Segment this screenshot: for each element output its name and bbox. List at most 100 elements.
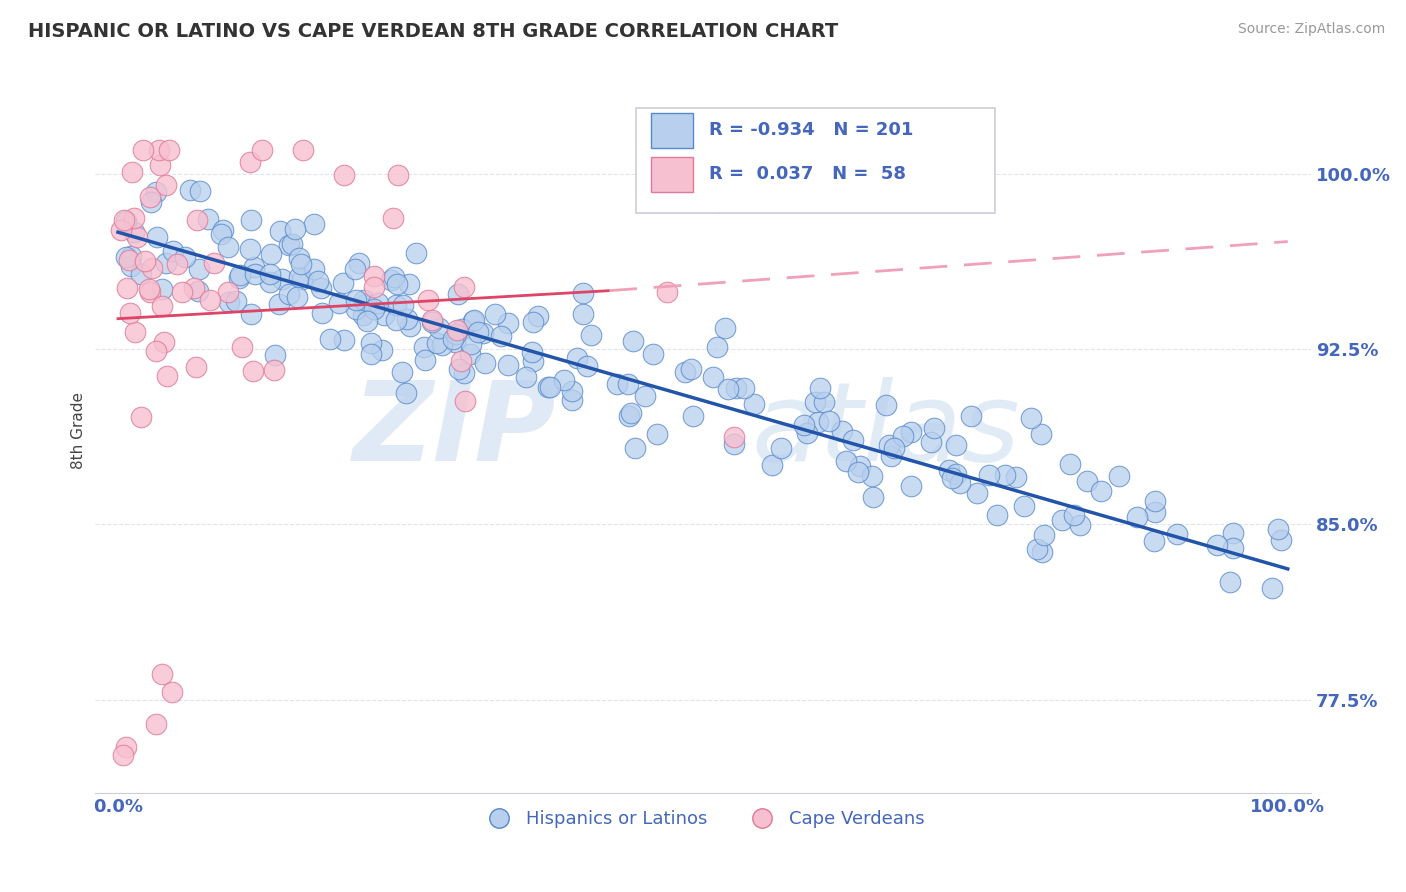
Point bbox=[702, 369, 724, 384]
Point bbox=[259, 267, 281, 281]
Point bbox=[110, 223, 132, 237]
Point bbox=[471, 326, 494, 340]
Point bbox=[217, 285, 239, 300]
Point bbox=[347, 256, 370, 270]
Point bbox=[398, 277, 420, 292]
Point bbox=[333, 168, 356, 182]
Point bbox=[239, 242, 262, 256]
Point bbox=[1143, 534, 1166, 549]
Point bbox=[292, 144, 315, 158]
Point bbox=[188, 262, 211, 277]
Point bbox=[877, 437, 900, 451]
Point bbox=[153, 334, 176, 349]
Point bbox=[565, 351, 588, 365]
Point bbox=[291, 271, 314, 285]
Point bbox=[162, 244, 184, 259]
Point bbox=[148, 144, 170, 158]
Point bbox=[453, 280, 475, 294]
Point bbox=[395, 386, 418, 401]
Point bbox=[724, 381, 747, 395]
Point bbox=[160, 685, 183, 699]
Point bbox=[804, 395, 827, 409]
Point bbox=[125, 230, 148, 244]
Point bbox=[733, 381, 755, 395]
Point bbox=[183, 281, 205, 295]
Point bbox=[259, 275, 281, 289]
Point bbox=[319, 332, 342, 346]
Point bbox=[166, 257, 188, 271]
Point bbox=[444, 335, 467, 350]
Point bbox=[373, 308, 395, 322]
Point bbox=[606, 377, 628, 392]
Point bbox=[458, 347, 481, 361]
Point bbox=[218, 294, 240, 309]
Point bbox=[280, 237, 302, 252]
Point bbox=[115, 281, 138, 295]
Point bbox=[1260, 581, 1282, 595]
Point bbox=[239, 154, 262, 169]
Point bbox=[769, 442, 792, 456]
Point bbox=[138, 282, 160, 296]
Point bbox=[1012, 499, 1035, 513]
Point bbox=[186, 213, 208, 227]
Point bbox=[657, 285, 679, 299]
Point bbox=[370, 343, 392, 357]
Point bbox=[114, 251, 136, 265]
Point bbox=[621, 334, 644, 348]
Point bbox=[1126, 510, 1149, 524]
Point bbox=[129, 268, 152, 282]
Point bbox=[240, 307, 263, 321]
Point bbox=[520, 344, 543, 359]
Point bbox=[831, 424, 853, 438]
Point bbox=[380, 272, 402, 286]
Point bbox=[184, 359, 207, 374]
Point bbox=[446, 323, 468, 337]
Point bbox=[197, 211, 219, 226]
Point bbox=[835, 454, 858, 468]
Point bbox=[714, 321, 737, 335]
Point bbox=[304, 217, 326, 231]
Point bbox=[1063, 508, 1085, 522]
Point bbox=[1076, 474, 1098, 488]
Point bbox=[454, 393, 477, 408]
Point bbox=[179, 183, 201, 197]
Point bbox=[522, 354, 544, 368]
Point bbox=[363, 268, 385, 283]
Point bbox=[290, 257, 312, 271]
Point bbox=[124, 225, 146, 239]
Point bbox=[474, 356, 496, 370]
Point bbox=[1222, 541, 1244, 556]
Point bbox=[945, 467, 967, 481]
Point bbox=[945, 438, 967, 452]
Point bbox=[553, 373, 575, 387]
Point bbox=[385, 277, 408, 292]
Point bbox=[817, 414, 839, 428]
Point bbox=[718, 144, 741, 158]
Point bbox=[413, 353, 436, 368]
Point bbox=[920, 435, 942, 450]
Point bbox=[418, 293, 440, 308]
Point bbox=[561, 384, 583, 398]
Point bbox=[352, 308, 374, 322]
Point bbox=[875, 398, 897, 412]
Point bbox=[1206, 538, 1229, 552]
Point bbox=[744, 396, 766, 410]
Point bbox=[1219, 574, 1241, 589]
Point bbox=[360, 336, 382, 351]
Point bbox=[576, 359, 599, 373]
Point bbox=[426, 335, 449, 350]
Point bbox=[484, 307, 506, 321]
Point bbox=[453, 367, 475, 381]
FancyBboxPatch shape bbox=[636, 109, 995, 213]
Point bbox=[211, 223, 233, 237]
Point bbox=[463, 313, 485, 327]
Point bbox=[150, 667, 173, 681]
Point bbox=[860, 468, 883, 483]
Point bbox=[382, 269, 405, 284]
Point bbox=[862, 491, 884, 505]
Point bbox=[395, 311, 418, 326]
Point bbox=[225, 294, 247, 309]
Point bbox=[489, 329, 512, 343]
Point bbox=[1270, 533, 1292, 547]
Point bbox=[385, 313, 408, 327]
